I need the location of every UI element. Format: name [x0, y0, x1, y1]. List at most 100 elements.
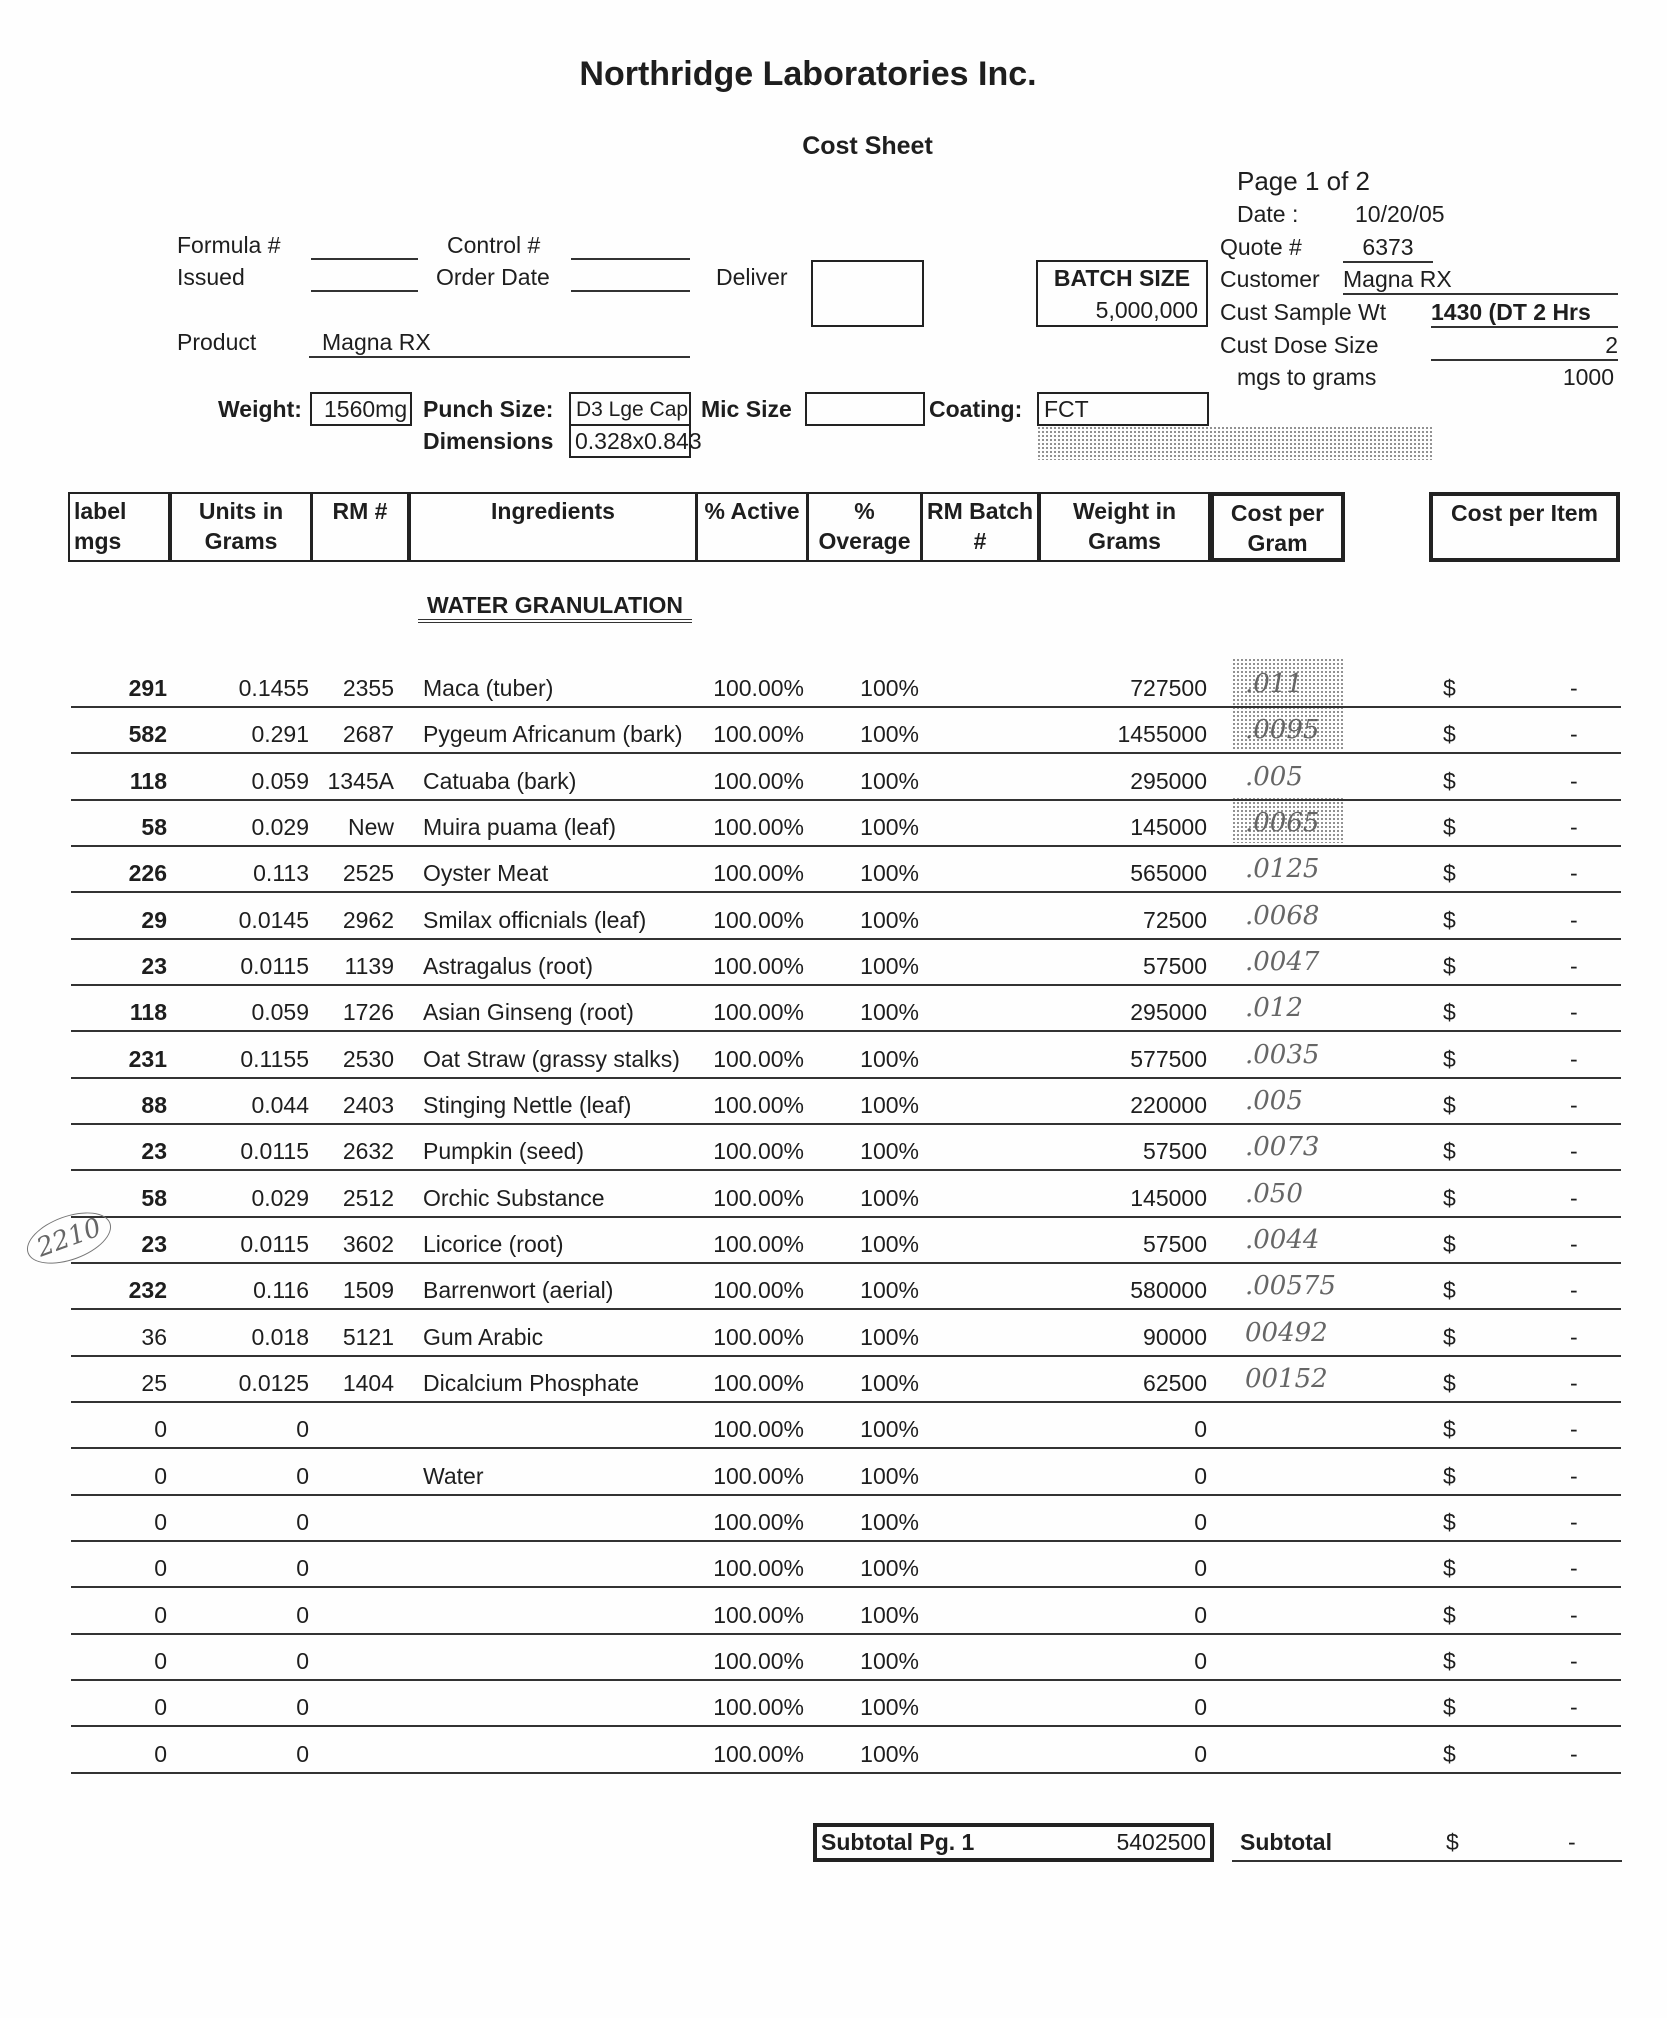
cell-ov: 100%: [860, 1138, 919, 1165]
row-divider: [71, 983, 1621, 986]
cell-item: -: [1570, 999, 1578, 1026]
cell-mg: 0: [154, 1647, 167, 1674]
cell-ing: Asian Ginseng (root): [423, 999, 634, 1026]
cell-hw: .0047: [1245, 946, 1320, 977]
cell-act: 100.00%: [713, 675, 804, 701]
subtotal-page-box: [813, 1823, 1214, 1862]
cell-mg: 118: [129, 999, 167, 1026]
cell-act: 100.00%: [713, 1462, 804, 1489]
formula-field: [311, 258, 418, 260]
cell-ov: 100%: [860, 1555, 919, 1582]
cell-cur: $: [1443, 1508, 1456, 1535]
product-label: Product: [177, 329, 257, 355]
cell-item: -: [1570, 1694, 1578, 1721]
cell-act: 100.00%: [713, 1694, 804, 1721]
cell-g: 0: [296, 1508, 309, 1535]
subtotal-page-value: 5402500: [1116, 1829, 1206, 1855]
cell-ov: 100%: [860, 1508, 919, 1535]
cell-ov: 100%: [860, 860, 919, 887]
cell-act: 100.00%: [713, 1555, 804, 1582]
control-field: [571, 258, 690, 260]
cell-mg: 23: [141, 1230, 167, 1257]
subtotal-underline: [1232, 1860, 1622, 1862]
cell-act: 100.00%: [713, 1045, 804, 1072]
cell-item: -: [1570, 1647, 1578, 1674]
cell-ov: 100%: [860, 721, 919, 748]
cell-ov: 100%: [860, 1230, 919, 1257]
cell-act: 100.00%: [713, 1740, 804, 1767]
subtotal-value: -: [1568, 1829, 1576, 1855]
cell-ing: Dicalcium Phosphate: [423, 1369, 640, 1396]
deliver-box: [811, 260, 924, 327]
mic-size-label: Mic Size: [701, 396, 792, 422]
weight-value: 1560mg: [310, 392, 412, 426]
cell-hw: .012: [1245, 993, 1303, 1024]
cell-act: 100.00%: [713, 1508, 804, 1535]
cell-g: 0.113: [253, 860, 309, 887]
cell-item: -: [1570, 952, 1578, 979]
cell-item: -: [1570, 1416, 1578, 1443]
shaded-cell: [1232, 797, 1344, 843]
cell-mg: 88: [141, 1091, 167, 1118]
row-divider: [71, 1771, 1621, 1774]
cell-ov: 100%: [860, 767, 919, 794]
issued-label: Issued: [177, 264, 245, 290]
row-divider: [71, 706, 1621, 708]
cell-cur: $: [1443, 1138, 1456, 1165]
cell-wt: 0: [1194, 1462, 1207, 1489]
cell-g: 0.0115: [240, 1138, 309, 1165]
customer-value: Magna RX: [1343, 266, 1618, 295]
cell-g: 0.0115: [240, 1230, 309, 1257]
cell-ing: Catuaba (bark): [423, 767, 577, 794]
cell-ov: 100%: [860, 1740, 919, 1767]
cell-mg: 232: [128, 1277, 167, 1304]
cell-wt: 57500: [1143, 1230, 1207, 1257]
batch-size-value: 5,000,000: [1095, 297, 1198, 323]
doc-title: Cost Sheet: [802, 132, 933, 160]
cell-act: 100.00%: [713, 813, 804, 840]
row-divider: [71, 1493, 1621, 1496]
cell-g: 0.1155: [240, 1045, 309, 1072]
page-number: Page 1 of 2: [1237, 166, 1370, 196]
cell-rm: New: [347, 813, 394, 840]
quote-label: Quote #: [1220, 234, 1302, 260]
cell-item: -: [1570, 721, 1578, 748]
cell-cur: $: [1443, 1694, 1456, 1721]
cell-g: 0.1455: [238, 675, 309, 701]
row-divider: [71, 937, 1621, 940]
cell-wt: 72500: [1143, 906, 1207, 933]
cell-mg: 23: [141, 1138, 167, 1165]
cell-mg: 231: [128, 1045, 167, 1072]
cell-mg: 0: [154, 1601, 167, 1628]
quote-value: 6373: [1343, 234, 1433, 263]
cell-act: 100.00%: [713, 1277, 804, 1304]
row-divider: [71, 798, 1621, 801]
date-value: 10/20/05: [1355, 201, 1445, 227]
cell-wt: 0: [1194, 1416, 1207, 1443]
cell-mg: 291: [128, 675, 167, 701]
cell-rm: 2355: [342, 675, 394, 701]
cell-rm: 1726: [342, 999, 394, 1026]
cell-mg: 0: [154, 1740, 167, 1767]
cell-hw: .00575: [1245, 1271, 1336, 1302]
cell-hw: .011: [1245, 669, 1303, 699]
cell-ov: 100%: [860, 906, 919, 933]
cell-ing: Licorice (root): [423, 1230, 564, 1257]
cell-cur: $: [1443, 906, 1456, 933]
subtotal-page-label: Subtotal Pg. 1: [821, 1829, 975, 1855]
cell-mg: 0: [154, 1416, 167, 1443]
sample-label: Cust Sample Wt: [1220, 299, 1387, 325]
customer-label: Customer: [1220, 266, 1320, 292]
cell-ing: Maca (tuber): [423, 675, 554, 701]
cell-ing: Gum Arabic: [423, 1323, 544, 1350]
cell-item: -: [1570, 1184, 1578, 1211]
cell-hw: .005: [1245, 1085, 1303, 1116]
mgs-label: mgs to grams: [1237, 364, 1377, 390]
cell-item: -: [1570, 1045, 1578, 1072]
cell-ov: 100%: [860, 1091, 919, 1118]
cell-hw: 00152: [1245, 1363, 1328, 1394]
row-divider: [71, 1169, 1621, 1172]
cell-item: -: [1570, 1508, 1578, 1535]
cell-cur: $: [1443, 1045, 1456, 1072]
